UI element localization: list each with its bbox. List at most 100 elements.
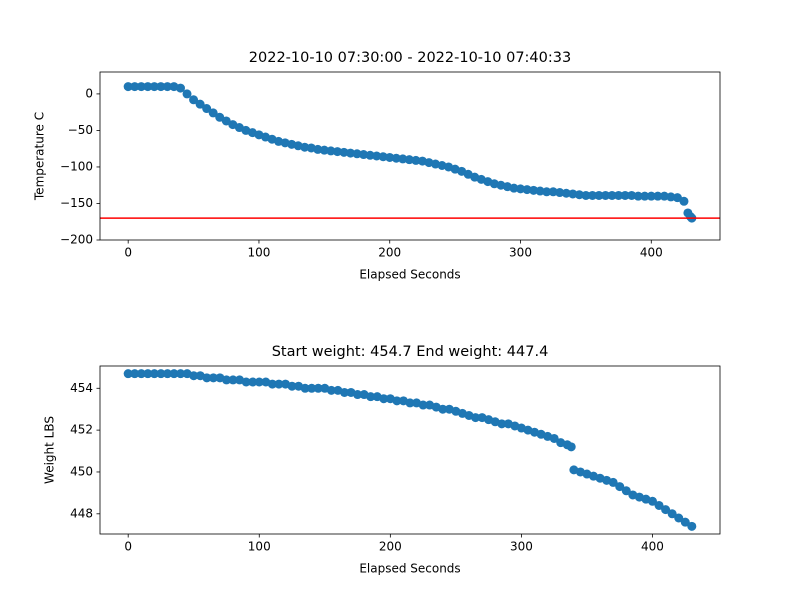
y-tick-label: 452 xyxy=(70,423,93,437)
data-point xyxy=(633,191,643,201)
data-point xyxy=(221,375,231,385)
data-point xyxy=(471,413,481,423)
data-point xyxy=(568,189,578,199)
data-point xyxy=(143,82,153,92)
data-point xyxy=(438,404,448,414)
x-tick-label: 100 xyxy=(248,246,271,260)
y-tick-label: −150 xyxy=(60,196,93,210)
x-tick-label: 0 xyxy=(124,246,132,260)
x-tick-label: 400 xyxy=(641,540,664,554)
x-tick-label: 100 xyxy=(248,540,271,554)
data-point xyxy=(169,369,179,379)
data-point xyxy=(667,509,677,519)
data-point xyxy=(300,142,310,152)
data-point xyxy=(535,186,545,196)
axes-frame xyxy=(99,365,721,535)
x-tick-label: 200 xyxy=(379,540,402,554)
data-point xyxy=(601,190,611,200)
data-point xyxy=(156,369,166,379)
data-point xyxy=(332,147,342,157)
data-point xyxy=(574,190,584,200)
data-point xyxy=(353,390,363,400)
data-point xyxy=(548,187,558,197)
data-point xyxy=(339,147,349,157)
data-point xyxy=(313,144,323,154)
data-point xyxy=(654,500,664,510)
data-point xyxy=(594,190,604,200)
data-point xyxy=(566,442,576,452)
data-point xyxy=(274,379,284,389)
data-point xyxy=(221,116,231,126)
data-point xyxy=(130,82,140,92)
data-point xyxy=(607,190,617,200)
data-point xyxy=(254,377,264,387)
data-point xyxy=(555,188,565,198)
data-point xyxy=(241,377,251,387)
data-point xyxy=(319,145,329,155)
data-point xyxy=(339,387,349,397)
x-tick-label: 300 xyxy=(510,540,533,554)
data-point xyxy=(162,82,172,92)
data-point xyxy=(687,521,697,531)
data-point xyxy=(228,375,238,385)
data-point xyxy=(365,150,375,160)
data-point xyxy=(615,482,625,492)
data-point xyxy=(248,377,258,387)
data-point xyxy=(621,486,631,496)
data-point xyxy=(497,419,507,429)
data-point xyxy=(581,190,591,200)
data-point xyxy=(123,82,133,92)
data-point xyxy=(313,383,323,393)
data-point xyxy=(123,369,133,379)
data-point xyxy=(202,104,212,114)
y-axis-label: Weight LBS xyxy=(43,416,57,484)
data-point xyxy=(509,183,519,193)
y-tick-label: 454 xyxy=(70,381,93,395)
data-point xyxy=(208,108,218,118)
data-point xyxy=(202,373,212,383)
data-point xyxy=(398,154,408,164)
data-point xyxy=(672,193,682,203)
data-point xyxy=(326,385,336,395)
y-tick-label: −50 xyxy=(68,123,93,137)
data-point xyxy=(647,496,657,506)
data-point xyxy=(130,369,140,379)
data-point xyxy=(646,191,656,201)
data-point xyxy=(156,82,166,92)
chart-title: 2022-10-10 07:30:00 - 2022-10-10 07:40:3… xyxy=(249,50,571,66)
data-point xyxy=(287,381,297,391)
data-point xyxy=(189,95,199,105)
data-point xyxy=(359,150,369,160)
data-point xyxy=(679,196,689,206)
data-point xyxy=(653,191,663,201)
x-tick-label: 300 xyxy=(509,246,532,260)
x-axis-label: Elapsed Seconds xyxy=(359,562,460,576)
y-tick-label: 450 xyxy=(70,464,93,478)
data-point xyxy=(674,513,684,523)
data-point xyxy=(680,517,690,527)
data-point xyxy=(267,379,277,389)
data-point xyxy=(627,190,637,200)
data-point xyxy=(666,192,676,202)
data-point xyxy=(542,187,552,197)
data-point xyxy=(620,190,630,200)
x-axis-label: Elapsed Seconds xyxy=(359,268,460,282)
x-tick-label: 0 xyxy=(124,540,132,554)
data-point xyxy=(215,112,225,122)
x-tick-label: 200 xyxy=(378,246,401,260)
data-point xyxy=(176,369,186,379)
y-tick-label: −200 xyxy=(60,233,93,247)
data-point xyxy=(143,369,153,379)
data-point xyxy=(614,190,624,200)
data-point xyxy=(136,369,146,379)
data-point xyxy=(391,153,401,163)
data-point xyxy=(175,83,185,93)
data-point xyxy=(352,149,362,159)
data-point xyxy=(149,369,159,379)
data-point xyxy=(640,191,650,201)
data-point xyxy=(372,151,382,161)
data-point xyxy=(418,400,428,410)
data-point xyxy=(149,82,159,92)
y-tick-label: 0 xyxy=(85,86,93,100)
